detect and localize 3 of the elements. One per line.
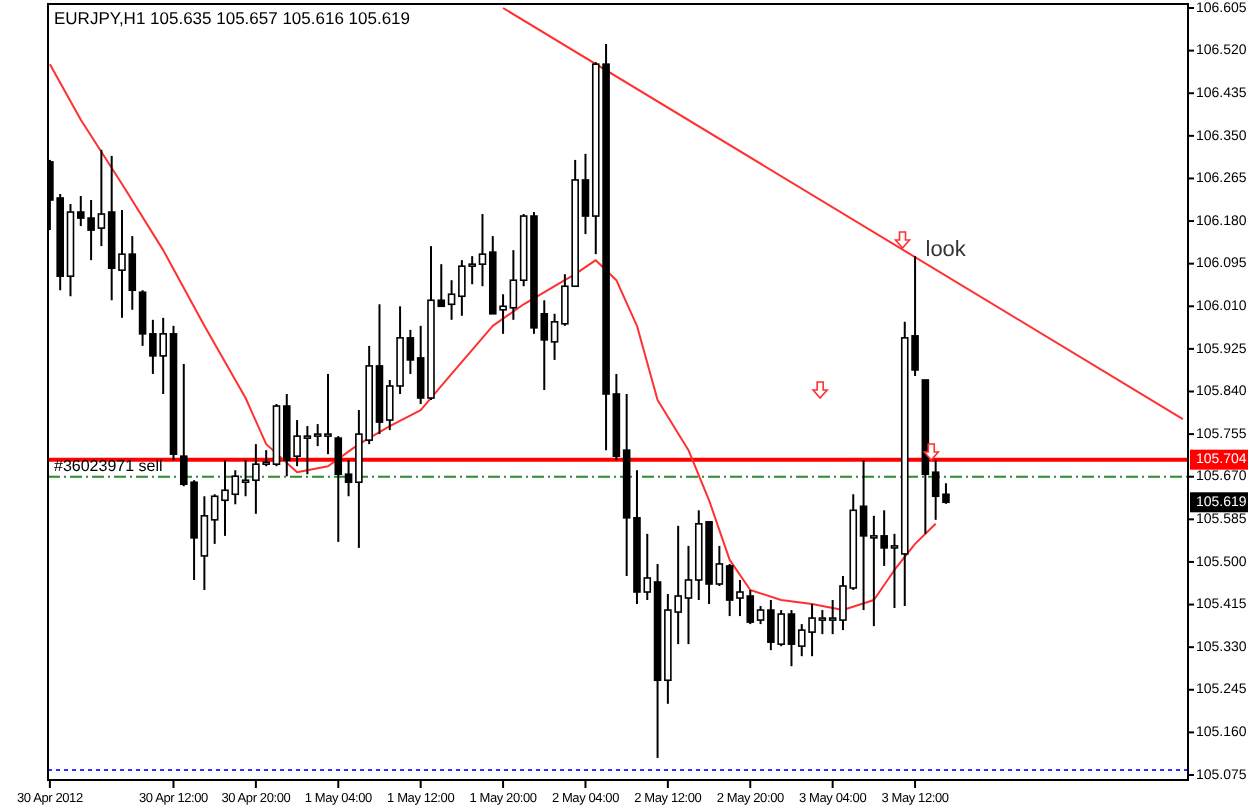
chart-title: EURJPY,H1 105.635 105.657 105.616 105.619	[54, 8, 411, 28]
ref-line-label: #36023971 sell	[54, 456, 163, 475]
annotation: look	[925, 237, 967, 262]
